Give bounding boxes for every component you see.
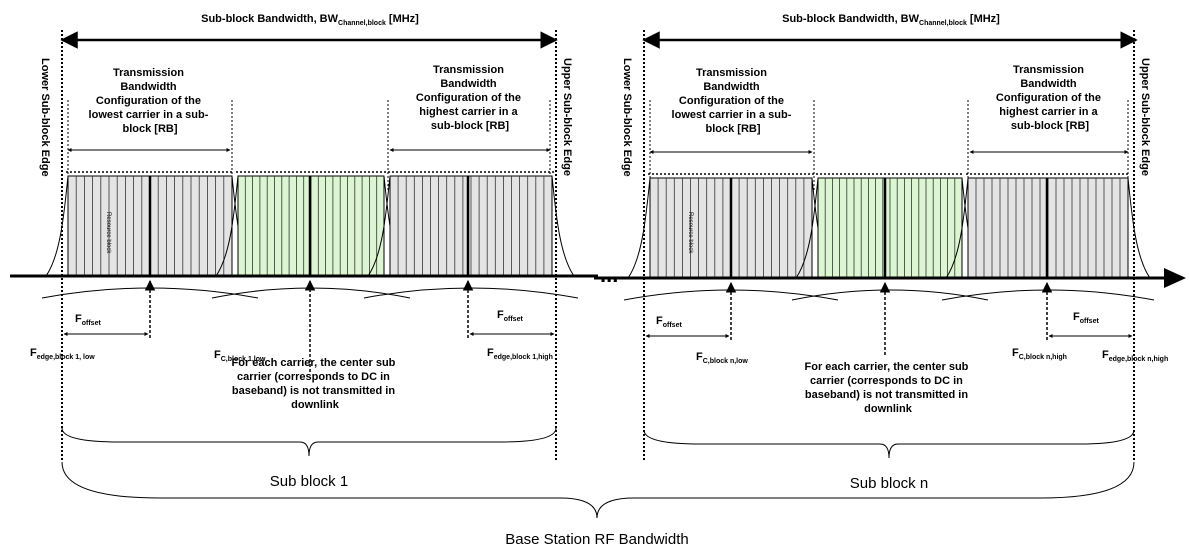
brace-1 bbox=[62, 428, 556, 456]
sub-block-1: Sub-block Bandwidth, BWChannel,block [MH… bbox=[10, 13, 618, 490]
offset-label-1b: Foffset bbox=[497, 309, 523, 323]
resource-block-label-1: Resource block bbox=[105, 212, 111, 254]
upper-edge-label-n: Upper Sub-block Edge bbox=[1139, 58, 1151, 176]
edge-low-label-1: Fedge,block 1, low bbox=[30, 347, 95, 361]
tx-highest-text-n: Transmission Bandwidth Configuration of … bbox=[996, 64, 1104, 132]
dc-note-n: For each carrier, the center sub carrier… bbox=[805, 361, 972, 415]
overall-brace bbox=[62, 462, 1134, 518]
sub-block-bandwidth-label-1: Sub-block Bandwidth, BWChannel,block [MH… bbox=[201, 13, 419, 27]
subcarrier-arc bbox=[942, 290, 1154, 300]
sub-block-n-name: Sub block n bbox=[850, 475, 928, 492]
dc-note-1: For each carrier, the center sub carrier… bbox=[232, 357, 399, 411]
tx-lowest-text-1: Transmission Bandwidth Configuration of … bbox=[89, 67, 212, 135]
carriers-n bbox=[624, 174, 1154, 300]
subcarrier-arc bbox=[792, 290, 988, 300]
roll-off-left bbox=[46, 176, 68, 276]
carriers-1 bbox=[42, 172, 578, 298]
upper-edge-label-1: Upper Sub-block Edge bbox=[561, 58, 573, 176]
sub-block-bandwidth-label-n: Sub-block Bandwidth, BWChannel,block [MH… bbox=[782, 13, 1000, 27]
lower-edge-label-n: Lower Sub-block Edge bbox=[621, 58, 633, 177]
base-station-rf-bandwidth-label: Base Station RF Bandwidth bbox=[505, 531, 688, 548]
offset-label-na: Foffset bbox=[656, 315, 682, 329]
subcarrier-arc bbox=[364, 288, 578, 298]
tx-highest-text-1: Transmission Bandwidth Configuration of … bbox=[416, 64, 524, 132]
fc-high-label-n: FC,block n,high bbox=[1012, 347, 1067, 361]
fc-low-label-n: FC,block n,low bbox=[696, 351, 748, 365]
offset-label-1a: Foffset bbox=[75, 313, 101, 327]
edge-high-label-1: Fedge,block 1,high bbox=[487, 347, 553, 361]
roll-off-left bbox=[628, 178, 650, 278]
sub-block-1-name: Sub block 1 bbox=[270, 473, 348, 490]
subcarrier-arc bbox=[212, 288, 410, 298]
offset-label-nb: Foffset bbox=[1073, 311, 1099, 325]
resource-block-label-n: Resource block bbox=[687, 212, 693, 254]
axis-arrowhead bbox=[1164, 268, 1186, 288]
roll-off-right bbox=[1128, 178, 1150, 278]
lower-edge-label-1: Lower Sub-block Edge bbox=[39, 58, 51, 177]
edge-high-label-n: Fedge,block n,high bbox=[1102, 349, 1168, 363]
ellipsis: ... bbox=[600, 262, 618, 287]
sub-block-n: Sub-block Bandwidth, BWChannel,block [MH… bbox=[594, 13, 1186, 492]
tx-lowest-text-n: Transmission Bandwidth Configuration of … bbox=[672, 67, 795, 135]
brace-n bbox=[644, 430, 1134, 458]
